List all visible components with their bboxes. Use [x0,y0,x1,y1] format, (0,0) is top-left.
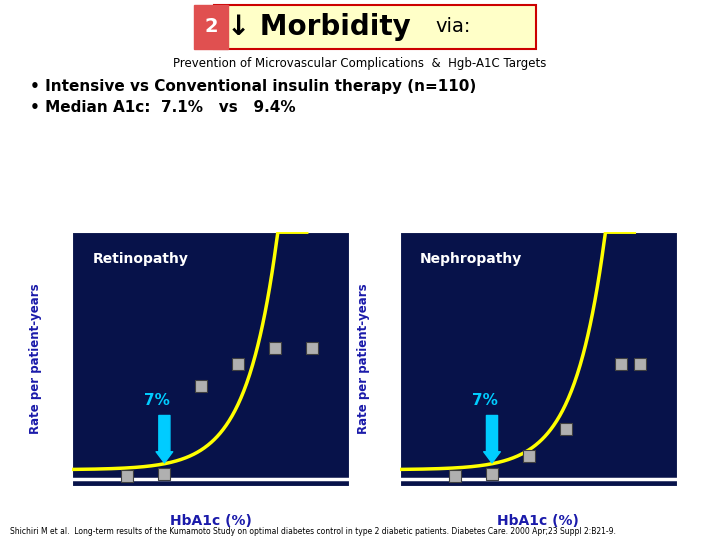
Text: 2: 2 [204,17,218,37]
FancyArrowPatch shape [484,415,500,463]
Y-axis label: Rate per patient-years: Rate per patient-years [357,284,370,434]
Text: 7%: 7% [144,393,170,408]
Text: • Intensive vs Conventional insulin therapy (n=110): • Intensive vs Conventional insulin ther… [30,78,476,93]
Text: Nephropathy: Nephropathy [420,252,522,266]
Text: ↓ Morbidity: ↓ Morbidity [227,13,410,41]
Text: Prevention of Microvascular Complications  &  Hgb-A1C Targets: Prevention of Microvascular Complication… [174,57,546,71]
X-axis label: HbA1c (%): HbA1c (%) [170,514,251,528]
Text: via:: via: [435,17,470,37]
Text: 7%: 7% [472,393,498,408]
FancyBboxPatch shape [194,5,228,49]
Text: • Median A1c:  7.1%   vs   9.4%: • Median A1c: 7.1% vs 9.4% [30,100,296,116]
X-axis label: HbA1c (%): HbA1c (%) [498,514,579,528]
Text: Retinopathy: Retinopathy [92,252,188,266]
FancyArrowPatch shape [156,415,173,463]
FancyBboxPatch shape [214,5,536,49]
Text: Shichiri M et al.  Long-term results of the Kumamoto Study on optimal diabetes c: Shichiri M et al. Long-term results of t… [10,528,616,537]
Y-axis label: Rate per patient-years: Rate per patient-years [30,284,42,434]
